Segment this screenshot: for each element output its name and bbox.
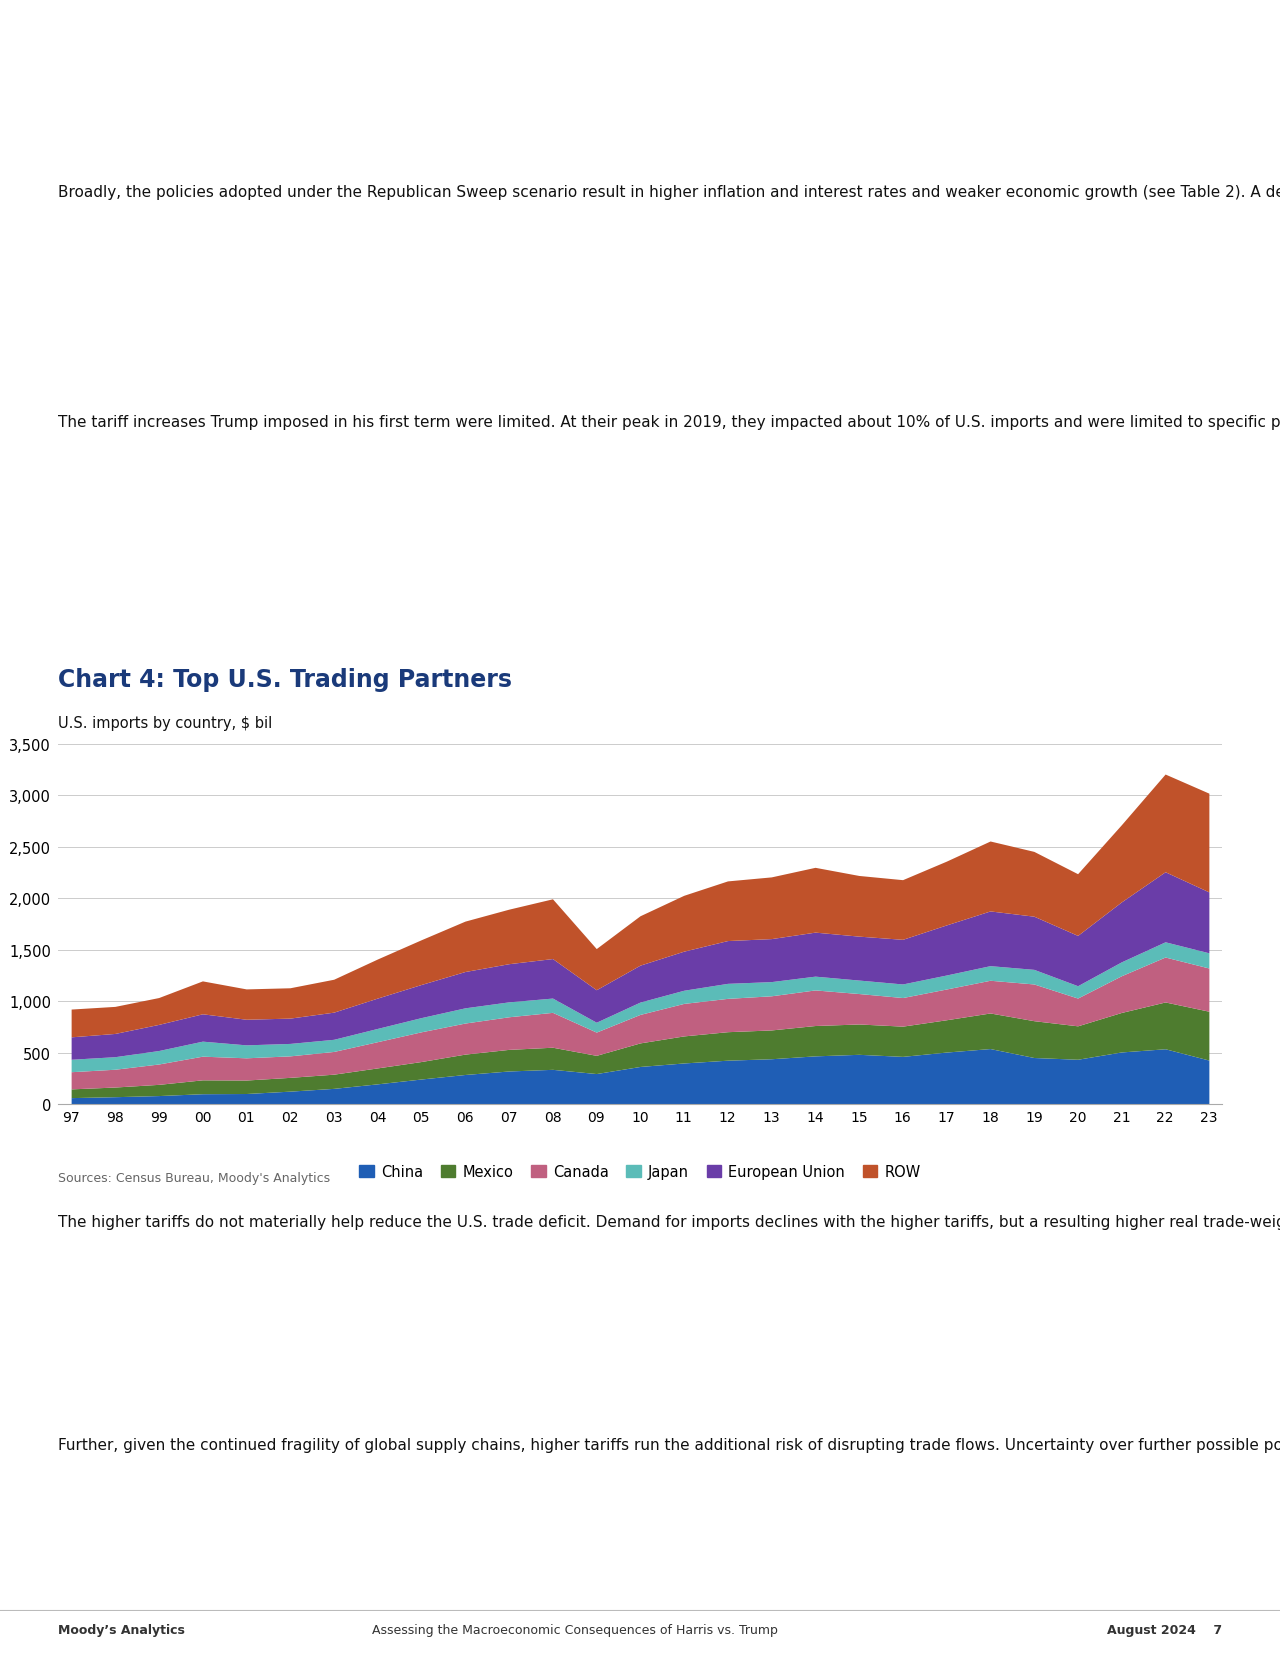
Text: Chart 4: Top U.S. Trading Partners: Chart 4: Top U.S. Trading Partners [58, 667, 512, 692]
Text: U.S. imports by country, $ bil: U.S. imports by country, $ bil [58, 717, 273, 732]
Text: August 2024    7: August 2024 7 [1107, 1624, 1222, 1637]
Text: The tariff increases Trump imposed in his first term were limited. At their peak: The tariff increases Trump imposed in hi… [58, 415, 1280, 430]
Text: Sources: Census Bureau, Moody's Analytics: Sources: Census Bureau, Moody's Analytic… [58, 1172, 330, 1185]
Text: Moody’s Analytics: Moody’s Analytics [58, 1624, 184, 1637]
Text: Further, given the continued fragility of global supply chains, higher tariffs r: Further, given the continued fragility o… [58, 1437, 1280, 1451]
Text: The higher tariffs do not materially help reduce the U.S. trade deficit. Demand : The higher tariffs do not materially hel… [58, 1215, 1280, 1230]
Text: Assessing the Macroeconomic Consequences of Harris vs. Trump: Assessing the Macroeconomic Consequences… [372, 1624, 778, 1637]
Text: Broadly, the policies adopted under the Republican Sweep scenario result in high: Broadly, the policies adopted under the … [58, 185, 1280, 200]
Legend: China, Mexico, Canada, Japan, European Union, ROW: China, Mexico, Canada, Japan, European U… [353, 1158, 927, 1185]
